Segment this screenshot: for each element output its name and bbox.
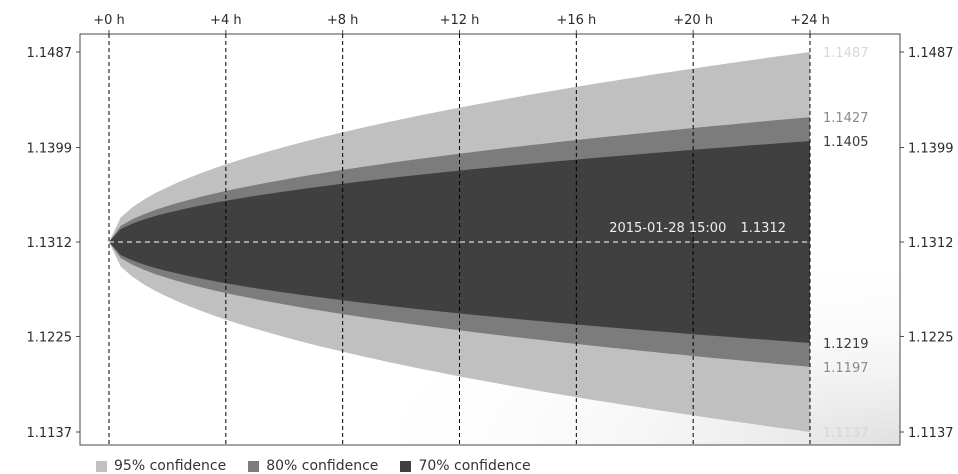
- legend-label-70: 70% confidence: [418, 458, 531, 474]
- center-timestamp: 2015-01-28 15:00: [609, 221, 726, 236]
- y-axis-right-ticks: 1.1487 1.1399 1.1312 1.1225 1.1137: [900, 46, 954, 441]
- y-tick-label-right: 1.1487: [908, 46, 954, 61]
- y-tick-label-left: 1.1312: [27, 236, 73, 251]
- x-tick-label: +20 h: [673, 13, 713, 28]
- x-tick-label: +24 h: [790, 13, 830, 28]
- band-lower-label-95: 1.1137: [823, 426, 869, 441]
- y-tick-label-left: 1.1399: [27, 142, 73, 157]
- band-upper-label-95: 1.1487: [823, 46, 869, 61]
- y-tick-label-left: 1.1225: [27, 330, 73, 345]
- y-tick-label-left: 1.1137: [27, 426, 73, 441]
- legend-swatch-70: [400, 460, 412, 472]
- legend-label-80: 80% confidence: [266, 458, 379, 474]
- x-tick-label: +8 h: [327, 13, 359, 28]
- center-value: 1.1312: [741, 221, 787, 236]
- vertical-gridlines: [108, 34, 811, 445]
- legend-item-80: 80% confidence: [248, 458, 378, 474]
- band-upper-label-80: 1.1427: [823, 111, 869, 126]
- legend-item-70: 70% confidence: [400, 458, 531, 474]
- band-lower-label-80: 1.1197: [823, 361, 869, 376]
- legend: 95% confidence 80% confidence 70% confid…: [96, 458, 553, 474]
- band-upper-label-70: 1.1405: [823, 135, 869, 150]
- x-tick-label: +12 h: [440, 13, 480, 28]
- band-lower-label-70: 1.1219: [823, 337, 869, 352]
- y-tick-label-right: 1.1225: [908, 330, 954, 345]
- plot-frame: [79, 33, 901, 446]
- x-tick-label: +16 h: [556, 13, 596, 28]
- legend-label-95: 95% confidence: [114, 458, 227, 474]
- confidence-bands: [109, 52, 810, 432]
- band-end-labels: 1.1487 1.1137 1.1427 1.1197 1.1405 1.1219: [823, 46, 869, 441]
- x-tick-label: +4 h: [210, 13, 242, 28]
- center-annotation: 2015-01-28 15:00 1.1312: [609, 221, 786, 236]
- legend-swatch-80: [248, 460, 260, 472]
- y-tick-label-right: 1.1137: [908, 426, 954, 441]
- band-70: [109, 141, 810, 343]
- y-axis-left-ticks: 1.1487 1.1399 1.1312 1.1225 1.1137: [27, 46, 80, 441]
- y-tick-label-right: 1.1312: [908, 236, 954, 251]
- x-axis-ticks: +0 h +4 h +8 h +12 h +16 h +20 h +24 h: [93, 13, 830, 34]
- y-tick-label-right: 1.1399: [908, 142, 954, 157]
- x-tick-label: +0 h: [93, 13, 125, 28]
- legend-swatch-95: [96, 460, 107, 472]
- legend-item-95: 95% confidence: [96, 458, 226, 474]
- y-tick-label-left: 1.1487: [27, 46, 73, 61]
